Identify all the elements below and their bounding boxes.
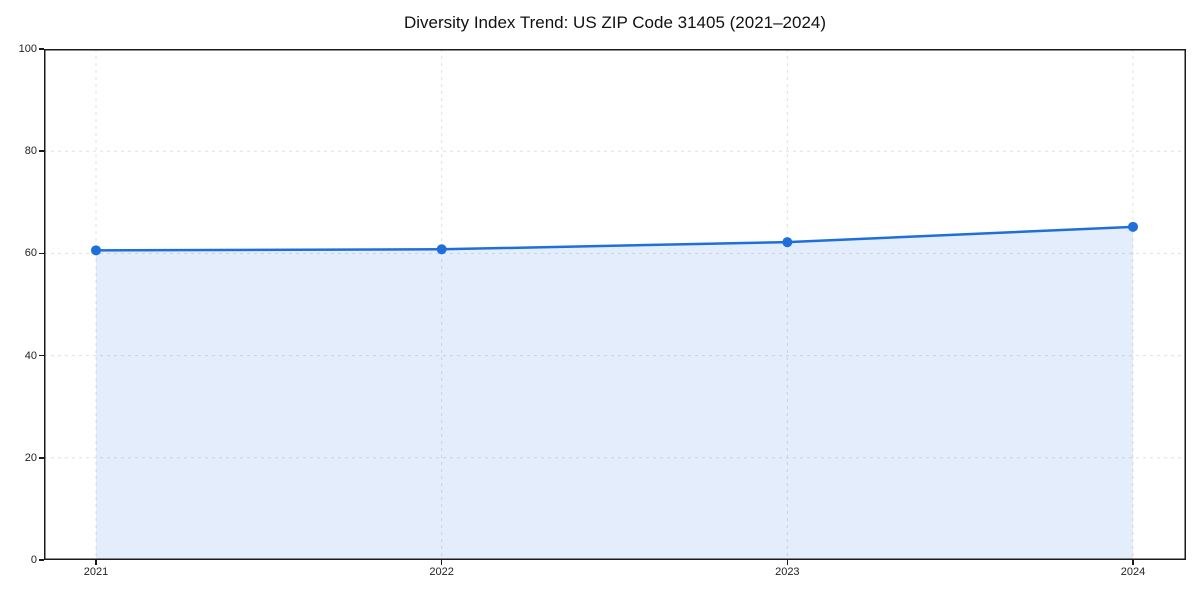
plot-svg xyxy=(44,49,1186,560)
y-tick-label: 20 xyxy=(24,451,37,464)
x-tick-label: 2022 xyxy=(429,566,454,578)
x-tick-mark xyxy=(95,560,97,565)
trend-line xyxy=(95,225,1134,252)
x-tick-mark xyxy=(440,560,443,565)
y-tick-label: 0 xyxy=(30,554,37,566)
data-point xyxy=(782,237,793,248)
y-tick-label: 100 xyxy=(18,43,37,55)
data-point xyxy=(1128,221,1138,232)
x-tick-label: 2023 xyxy=(775,566,800,578)
x-tick-mark xyxy=(786,560,789,565)
y-tick-label: 80 xyxy=(24,145,37,158)
x-tick-mark xyxy=(1132,560,1134,565)
x-tick-label: 2021 xyxy=(83,566,109,578)
area-fill xyxy=(96,226,1133,560)
y-tick-mark xyxy=(39,48,44,50)
data-point xyxy=(91,245,101,256)
y-tick-label: 60 xyxy=(24,247,37,260)
axes-box xyxy=(44,49,1186,560)
data-point xyxy=(436,244,447,255)
y-tick-mark xyxy=(39,150,44,152)
y-tick-mark xyxy=(39,354,44,357)
y-tick-label: 40 xyxy=(24,349,37,362)
y-tick-mark xyxy=(39,457,44,459)
chart-title: Diversity Index Trend: US ZIP Code 31405… xyxy=(403,13,827,32)
y-tick-mark xyxy=(39,559,44,561)
x-tick-label: 2024 xyxy=(1120,566,1146,578)
y-tick-mark xyxy=(39,252,44,255)
plot-area xyxy=(44,49,1186,560)
